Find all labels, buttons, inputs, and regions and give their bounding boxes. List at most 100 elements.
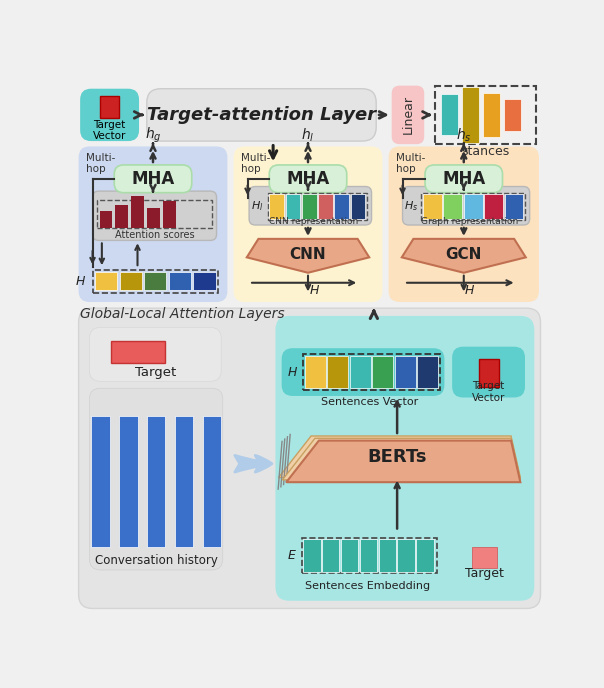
Text: $H$: $H$ bbox=[464, 284, 475, 297]
Bar bbox=[286, 194, 300, 219]
Text: BERTs: BERTs bbox=[367, 448, 427, 466]
Text: Global-Local Attention Layers: Global-Local Attention Layers bbox=[80, 307, 284, 321]
Bar bbox=[416, 539, 434, 572]
Text: Multi-
hop: Multi- hop bbox=[86, 153, 116, 174]
Bar bbox=[131, 196, 144, 228]
Text: CNN representation: CNN representation bbox=[269, 217, 358, 226]
Text: MHA: MHA bbox=[132, 170, 175, 188]
FancyBboxPatch shape bbox=[269, 165, 347, 193]
Text: $H$: $H$ bbox=[287, 365, 298, 378]
FancyBboxPatch shape bbox=[79, 308, 541, 608]
Polygon shape bbox=[286, 440, 521, 482]
Bar bbox=[423, 194, 442, 219]
Polygon shape bbox=[278, 436, 521, 477]
FancyBboxPatch shape bbox=[392, 85, 424, 144]
Bar bbox=[327, 356, 349, 388]
Bar bbox=[421, 193, 525, 220]
Bar bbox=[268, 193, 367, 220]
Bar bbox=[115, 205, 128, 228]
Bar bbox=[305, 356, 326, 388]
Bar bbox=[91, 416, 109, 547]
Text: Multi-
hop: Multi- hop bbox=[242, 153, 271, 174]
Text: $H_l$: $H_l$ bbox=[251, 199, 264, 213]
Bar bbox=[303, 354, 440, 390]
FancyBboxPatch shape bbox=[425, 165, 503, 193]
FancyBboxPatch shape bbox=[275, 316, 535, 601]
FancyBboxPatch shape bbox=[281, 348, 445, 396]
Bar bbox=[147, 208, 160, 228]
Bar bbox=[351, 194, 365, 219]
Bar bbox=[379, 539, 396, 572]
Text: $h_l$: $h_l$ bbox=[301, 127, 315, 144]
Bar bbox=[341, 539, 358, 572]
Text: $H$: $H$ bbox=[309, 284, 320, 297]
Bar bbox=[350, 356, 371, 388]
Text: Target: Target bbox=[135, 366, 176, 379]
Text: stances: stances bbox=[461, 144, 510, 158]
FancyBboxPatch shape bbox=[281, 531, 442, 579]
Text: CNN: CNN bbox=[290, 247, 326, 261]
FancyBboxPatch shape bbox=[249, 186, 371, 225]
Polygon shape bbox=[247, 239, 369, 272]
Bar bbox=[302, 194, 316, 219]
Polygon shape bbox=[283, 438, 521, 480]
FancyBboxPatch shape bbox=[388, 147, 539, 302]
Bar bbox=[335, 194, 349, 219]
Bar bbox=[97, 200, 212, 228]
Text: MHA: MHA bbox=[286, 170, 330, 188]
Text: Linear: Linear bbox=[402, 96, 414, 134]
Bar bbox=[119, 416, 138, 547]
Bar bbox=[483, 93, 500, 137]
Bar bbox=[193, 272, 216, 290]
Text: Target
Vector: Target Vector bbox=[472, 381, 506, 403]
Bar bbox=[504, 194, 524, 219]
Bar bbox=[202, 416, 221, 547]
Text: $E$: $E$ bbox=[287, 549, 297, 562]
Bar bbox=[100, 96, 119, 118]
Text: MHA: MHA bbox=[442, 170, 486, 188]
Bar bbox=[144, 272, 167, 290]
FancyBboxPatch shape bbox=[452, 347, 525, 398]
Bar bbox=[478, 359, 499, 387]
Bar bbox=[504, 99, 521, 131]
FancyBboxPatch shape bbox=[234, 147, 382, 302]
FancyBboxPatch shape bbox=[114, 165, 191, 193]
Bar bbox=[100, 211, 112, 228]
Bar bbox=[484, 194, 503, 219]
FancyBboxPatch shape bbox=[402, 186, 530, 225]
Bar bbox=[302, 537, 437, 573]
Bar bbox=[372, 356, 393, 388]
Bar bbox=[175, 416, 193, 547]
Bar bbox=[442, 94, 458, 136]
Bar bbox=[95, 272, 117, 290]
FancyBboxPatch shape bbox=[89, 388, 223, 570]
Bar bbox=[322, 539, 339, 572]
Text: Conversation history: Conversation history bbox=[95, 555, 217, 567]
FancyBboxPatch shape bbox=[89, 327, 221, 381]
Bar bbox=[111, 341, 165, 363]
Bar bbox=[472, 547, 497, 568]
Text: $H$: $H$ bbox=[76, 275, 86, 288]
Text: $H_s$: $H_s$ bbox=[404, 199, 418, 213]
FancyBboxPatch shape bbox=[80, 89, 139, 141]
Text: $h_s$: $h_s$ bbox=[456, 127, 472, 144]
Polygon shape bbox=[402, 239, 525, 272]
FancyBboxPatch shape bbox=[79, 147, 227, 302]
Bar bbox=[360, 539, 377, 572]
Text: Multi-
hop: Multi- hop bbox=[396, 153, 426, 174]
Text: Target: Target bbox=[465, 568, 504, 580]
Bar bbox=[92, 270, 218, 293]
Text: Target-attention Layer: Target-attention Layer bbox=[147, 106, 376, 124]
Bar bbox=[147, 416, 165, 547]
FancyBboxPatch shape bbox=[147, 89, 376, 141]
Bar bbox=[397, 539, 415, 572]
Text: Attention scores: Attention scores bbox=[115, 230, 194, 240]
Bar bbox=[120, 272, 142, 290]
Text: Sentences Vector: Sentences Vector bbox=[321, 397, 418, 407]
Bar bbox=[443, 194, 462, 219]
Bar bbox=[395, 356, 416, 388]
Bar bbox=[169, 272, 191, 290]
Bar bbox=[163, 201, 176, 228]
Bar bbox=[462, 87, 480, 142]
Text: Graph representation: Graph representation bbox=[420, 217, 518, 226]
